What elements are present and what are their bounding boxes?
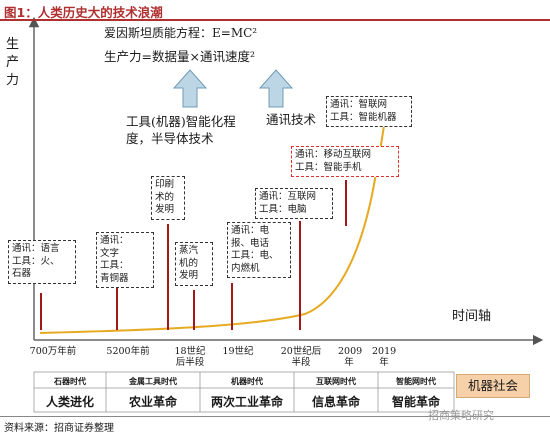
x-axis-label: 时间轴 xyxy=(452,309,492,324)
watermark: 招商策略研究 xyxy=(428,409,494,422)
era-label: 智能网时代 xyxy=(396,377,436,386)
box-line: 工具：智能机器 xyxy=(330,111,397,123)
box-line: 文字 xyxy=(100,247,120,259)
box-line: 印刷 xyxy=(155,179,175,190)
box-line: 石器 xyxy=(12,268,32,279)
revolution-label: 两次工业革命 xyxy=(210,395,283,409)
revolution-label: 农业革命 xyxy=(128,395,177,409)
revolution-label: 人类进化 xyxy=(45,395,94,409)
era-label: 金属工具时代 xyxy=(129,377,177,386)
tick-label: 5200年前 xyxy=(106,346,150,357)
box-line: 术的 xyxy=(155,191,175,203)
event-box-internet: 通讯：互联网 工具：电脑 xyxy=(255,188,333,219)
era-label: 石器时代 xyxy=(54,377,86,386)
event-box-steam-engine: 蒸汽 机的 发明 xyxy=(175,242,213,286)
era-label: 机器时代 xyxy=(231,377,263,386)
revolution-label: 智能革命 xyxy=(391,395,440,409)
event-box-smart-network: 通讯：智联网 工具：智能机器 xyxy=(326,96,412,127)
box-line: 内燃机 xyxy=(231,262,260,274)
box-line: 工具：电、 xyxy=(231,250,279,261)
box-line: 通讯：电 xyxy=(231,225,270,236)
figure-title: 图1：人类历史大的技术浪潮 xyxy=(4,5,163,20)
note-communication-tech: 通讯技术 xyxy=(266,112,317,127)
box-line: 工具： xyxy=(100,260,129,271)
event-box-electricity: 通讯：电 报、电话 工具：电、 内燃机 xyxy=(227,222,291,278)
source-note: 资料来源：招商证券整理 xyxy=(4,423,114,434)
box-line: 通讯：智联网 xyxy=(330,99,388,110)
box-line: 通讯： xyxy=(100,235,129,246)
event-box-bronze: 通讯： 文字 工具： 青铜器 xyxy=(96,232,154,288)
box-line: 报、电话 xyxy=(231,237,270,249)
event-box-mobile-internet: 通讯：移动互联网 工具：智能手机 xyxy=(291,146,399,177)
box-line: 发明 xyxy=(179,270,199,281)
era-label: 互联网时代 xyxy=(316,377,356,386)
tick-label: 2009年 xyxy=(338,346,363,368)
tick-label: 19世纪 xyxy=(222,346,254,357)
box-line: 机的 xyxy=(179,257,199,269)
up-arrow-left xyxy=(172,69,208,108)
box-line: 工具：智能手机 xyxy=(295,161,362,173)
box-line: 通讯：语言 xyxy=(12,243,60,254)
box-line: 通讯：互联网 xyxy=(259,191,317,202)
box-line: 工具：火、 xyxy=(12,255,60,267)
era-table xyxy=(33,371,455,413)
tick-label: 18世纪后半段 xyxy=(174,346,206,368)
bottom-rule xyxy=(0,416,550,417)
revolution-label: 信息革命 xyxy=(311,395,360,409)
title-rule xyxy=(0,19,550,21)
box-line: 通讯：移动互联网 xyxy=(295,149,372,160)
box-line: 青铜器 xyxy=(100,272,129,284)
box-line: 发明 xyxy=(155,204,175,215)
tick-label: 2019年 xyxy=(372,346,397,368)
box-line: 蒸汽 xyxy=(179,245,199,256)
event-box-stone-age: 通讯：语言 工具：火、 石器 xyxy=(8,240,76,284)
formula-productivity: 生产力=数据量×通讯速度² xyxy=(104,49,255,64)
up-arrow-right xyxy=(258,69,294,108)
future-era-label: 机器社会 xyxy=(456,374,530,398)
tick-label: 700万年前 xyxy=(29,346,77,357)
note-tools-intelligence: 工具(机器)智能化程度，半导体技术 xyxy=(126,114,236,146)
tick-label: 20世纪后半段 xyxy=(280,346,322,368)
y-axis-label: 生产力 xyxy=(6,37,20,88)
formula-mass-energy: 爱因斯坦质能方程：E=MC² xyxy=(104,26,258,40)
event-box-printing: 印刷 术的 发明 xyxy=(151,176,185,220)
box-line: 工具：电脑 xyxy=(259,203,307,215)
